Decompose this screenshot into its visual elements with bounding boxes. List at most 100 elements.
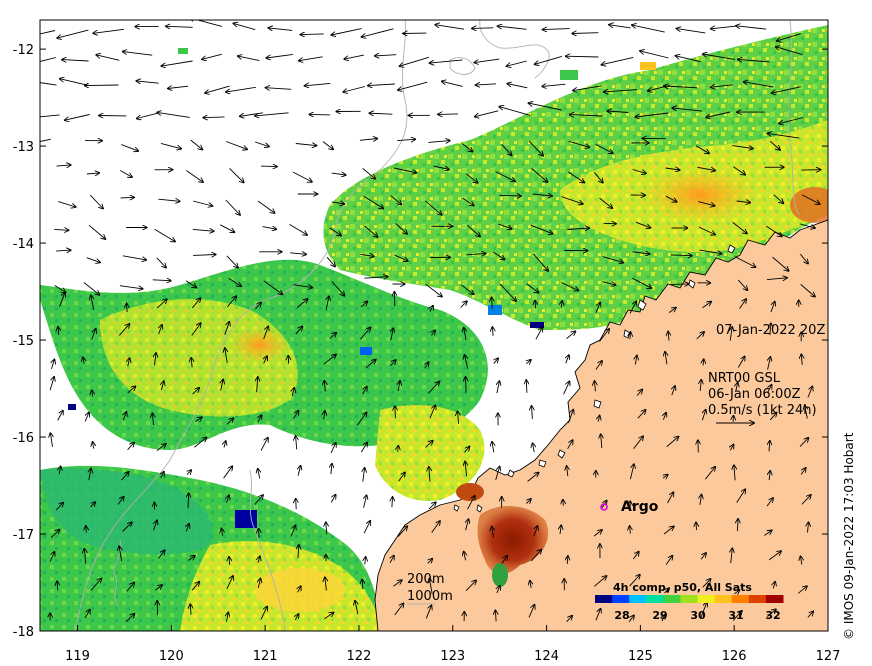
current-arrow-icon [257,377,258,393]
coastal-islands [453,244,736,513]
current-arrow-icon [91,329,96,340]
current-arrow-icon [121,472,129,481]
current-arrow-icon [229,168,244,182]
current-arrow-icon [676,56,701,63]
current-arrow-icon [542,84,566,86]
current-arrow-icon [123,412,126,421]
current-arrow-icon [160,142,181,148]
current-arrow-icon [677,29,706,34]
current-arrow-icon [58,327,59,336]
current-arrow-icon [86,173,99,174]
current-arrow-icon [258,556,260,563]
current-arrow-icon [492,442,494,453]
current-arrow-icon [495,610,496,622]
current-arrow-icon [329,227,341,236]
current-arrow-icon [736,383,738,392]
current-arrow-icon [668,308,676,313]
lon-tick-label: 126 [722,649,747,664]
current-arrow-icon [668,332,669,341]
current-arrow-icon [777,33,801,41]
current-arrow-icon [362,168,375,178]
current-arrow-icon [563,381,570,395]
current-arrow-icon [734,465,735,481]
current-arrow-icon [801,495,811,505]
colorbar-swatch [680,595,699,603]
colorbar-tick-label: 29 [652,609,667,622]
current-arrow-icon [84,610,90,619]
current-arrow-icon [191,298,200,309]
colorbar-ticks: 28 29 30 31 32 [614,609,780,622]
current-arrow-icon [767,609,776,617]
colorbar-title: 4h comp, p50, All Sats [613,581,752,594]
current-arrow-icon [425,441,433,448]
current-arrow-icon [736,489,746,503]
current-arrow-icon [594,576,606,587]
current-arrow-icon [532,194,552,196]
current-arrow-icon [154,520,158,531]
current-arrow-icon [570,115,603,116]
current-arrow-icon [186,170,203,183]
current-arrow-icon [465,580,476,592]
colorbar-swatch [612,595,630,603]
current-arrow-icon [54,229,68,230]
current-arrow-icon [663,526,674,535]
current-arrow-icon [397,526,407,537]
current-arrow-icon [768,133,800,139]
current-arrow-icon [665,588,669,594]
current-arrow-icon [636,390,642,396]
current-arrow-icon [772,86,801,94]
current-arrow-icon [696,523,697,531]
current-arrow-icon [429,579,432,594]
current-arrow-icon [738,59,770,62]
current-arrow-icon [730,327,732,341]
current-arrow-icon [156,299,167,309]
current-arrow-icon [476,84,497,85]
current-arrow-icon [158,199,179,201]
current-arrow-icon [119,285,143,289]
current-arrow-icon [766,385,771,394]
current-arrow-icon [633,552,638,560]
lat-tick-label: -14 [13,237,34,252]
current-arrow-icon [595,303,600,313]
current-arrow-icon [431,330,435,336]
current-arrow-icon [534,526,538,537]
current-arrow-icon [635,221,651,228]
sst-field [40,25,828,631]
current-arrow-icon [736,201,751,203]
current-arrow-icon [226,418,233,425]
current-arrow-icon [601,434,602,449]
current-arrow-icon [734,590,739,594]
current-arrow-icon [460,301,467,308]
current-arrow-icon [698,226,715,235]
current-arrow-icon [118,324,129,336]
current-arrow-icon [152,413,153,426]
current-arrow-icon [391,328,393,341]
current-arrow-icon [301,34,324,35]
current-arrow-icon [430,306,433,312]
current-arrow-icon [766,225,782,236]
current-arrow-icon [59,466,60,475]
colorbar-swatch [731,595,750,603]
current-arrow-icon [223,466,233,479]
current-arrow-icon [632,252,650,254]
current-arrow-icon [698,201,714,206]
current-arrow-icon [128,358,130,367]
current-time-label: 06-Jan 06:00Z [708,387,801,402]
current-arrow-icon [637,410,646,419]
current-arrow-icon [670,255,692,256]
current-arrow-icon [739,299,747,309]
current-arrow-icon [671,284,689,285]
current-arrow-icon [325,577,327,591]
current-arrow-icon [700,602,707,618]
current-arrow-icon [298,586,301,593]
current-arrow-icon [364,495,367,508]
current-arrow-icon [744,82,774,88]
current-arrow-icon [640,51,669,59]
current-arrow-icon [495,467,500,481]
current-arrow-icon [295,144,317,146]
lat-tick-label: -13 [13,140,34,155]
current-arrow-icon [602,256,624,263]
current-arrow-icon [254,141,269,147]
colorbar-swatch [714,595,733,603]
current-arrow-icon [807,611,813,618]
